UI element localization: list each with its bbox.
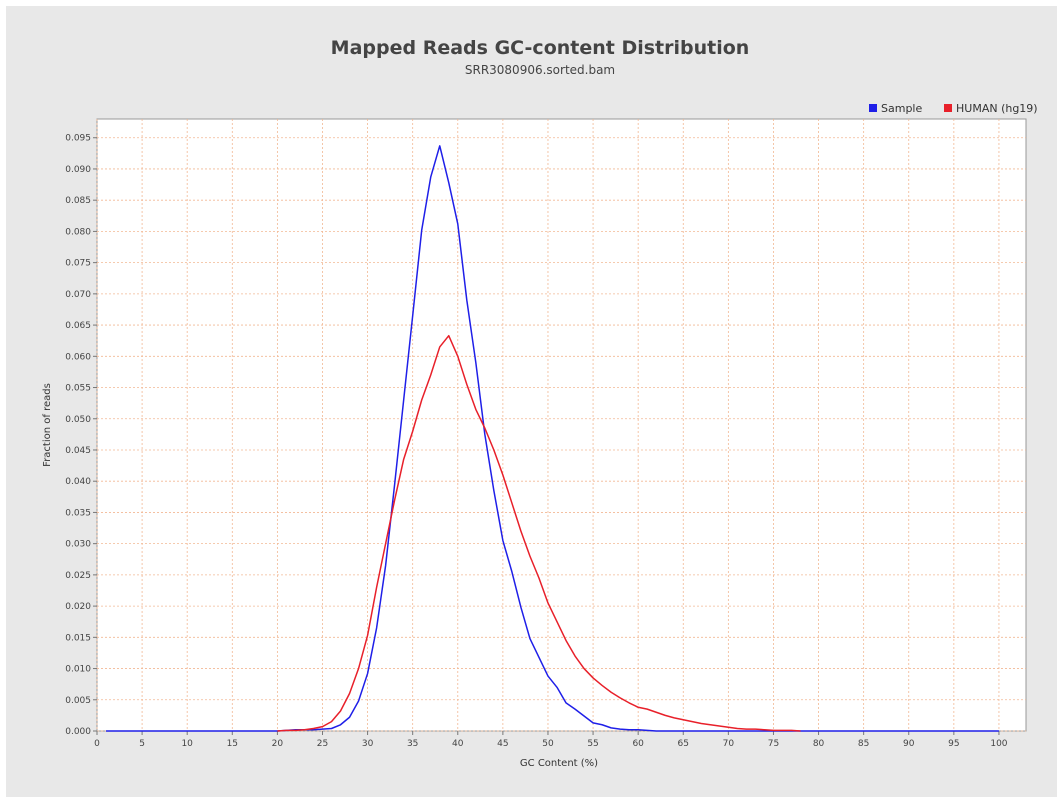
- chart-subtitle: SRR3080906.sorted.bam: [465, 63, 615, 77]
- y-tick-label: 0.005: [65, 696, 91, 706]
- y-tick-label: 0.085: [65, 196, 91, 206]
- x-tick-label: 90: [903, 739, 915, 749]
- x-tick-label: 55: [587, 739, 598, 749]
- y-tick-label: 0.095: [65, 134, 91, 144]
- x-tick-label: 80: [813, 739, 825, 749]
- x-tick-label: 75: [768, 739, 779, 749]
- x-tick-label: 65: [678, 739, 689, 749]
- y-tick-label: 0.065: [65, 321, 91, 331]
- y-tick-label: 0.015: [65, 633, 91, 643]
- x-tick-label: 50: [542, 739, 554, 749]
- x-tick-label: 95: [948, 739, 959, 749]
- plot-area: [96, 118, 1027, 732]
- y-tick-label: 0.000: [65, 727, 91, 737]
- y-tick-label: 0.060: [65, 352, 91, 362]
- legend-label-sample: Sample: [881, 102, 922, 115]
- x-axis-label: GC Content (%): [520, 758, 598, 769]
- x-tick-label: 0: [94, 739, 100, 749]
- series-lines: [106, 145, 999, 732]
- y-tick-label: 0.080: [65, 227, 91, 237]
- x-tick-label: 40: [452, 739, 464, 749]
- x-tick-label: 85: [858, 739, 869, 749]
- chart-title: Mapped Reads GC-content Distribution: [331, 37, 750, 59]
- y-tick-label: 0.090: [65, 165, 91, 175]
- legend: Sample HUMAN (hg19): [869, 102, 1038, 115]
- y-tick-label: 0.070: [65, 290, 91, 300]
- y-tick-label: 0.020: [65, 602, 91, 612]
- legend-swatch-sample: [869, 104, 877, 112]
- series-line-sample: [106, 145, 999, 732]
- chart-panel: Mapped Reads GC-content Distribution SRR…: [6, 6, 1057, 797]
- x-tick-label: 45: [497, 739, 508, 749]
- y-tick-label: 0.010: [65, 665, 91, 675]
- x-tick-label: 35: [407, 739, 418, 749]
- legend-label-human: HUMAN (hg19): [956, 102, 1038, 115]
- x-tick-label: 60: [632, 739, 644, 749]
- y-tick-label: 0.075: [65, 259, 91, 269]
- x-tick-label: 10: [181, 739, 193, 749]
- y-tick-label: 0.045: [65, 446, 91, 456]
- x-tick-label: 70: [723, 739, 735, 749]
- x-tick-label: 25: [317, 739, 328, 749]
- gc-content-chart: Mapped Reads GC-content Distribution SRR…: [42, 37, 1038, 769]
- y-tick-label: 0.035: [65, 508, 91, 518]
- x-tick-label: 20: [272, 739, 284, 749]
- x-tick-label: 15: [227, 739, 238, 749]
- axis-ticks: 0 5 10 15 20 25 30 35 40 45 50 55 60 65 70 75 80 85 90 95 10…: [65, 134, 1008, 749]
- x-tick-label: 30: [362, 739, 374, 749]
- y-tick-label: 0.050: [65, 415, 91, 425]
- legend-swatch-human: [944, 104, 952, 112]
- y-tick-label: 0.025: [65, 571, 91, 581]
- y-tick-label: 0.030: [65, 540, 91, 550]
- y-axis-label: Fraction of reads: [42, 383, 53, 467]
- grid: [96, 119, 1026, 732]
- x-tick-label: 5: [139, 739, 145, 749]
- x-tick-label: 100: [990, 739, 1007, 749]
- y-tick-label: 0.040: [65, 477, 91, 487]
- series-line-human: [277, 334, 801, 732]
- y-tick-label: 0.055: [65, 384, 91, 394]
